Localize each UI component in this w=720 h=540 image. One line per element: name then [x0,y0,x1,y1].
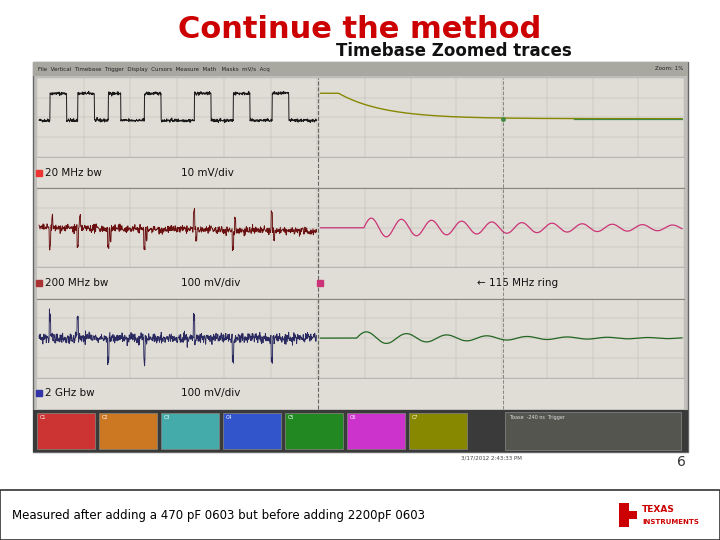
Bar [505,412,681,450]
Text: C5: C5 [288,415,294,420]
Text: C3: C3 [164,415,171,420]
Bar [0,490,720,540]
Bar [33,62,688,452]
Bar [285,413,343,449]
Text: 20 MHz bw: 20 MHz bw [45,167,102,178]
Text: 2 GHz bw: 2 GHz bw [45,388,94,399]
Bar [409,413,467,449]
Text: C7: C7 [412,415,418,420]
Text: 10 mV/div: 10 mV/div [181,167,234,178]
Text: Measured after adding a 470 pF 0603 but before adding 2200pF 0603: Measured after adding a 470 pF 0603 but … [12,509,425,522]
Bar [37,413,95,449]
Text: 100 mV/div: 100 mV/div [181,278,240,288]
Text: File  Vertical  Timebase  Trigger  Display  Cursors  Measure  Math   Masks  mV/s: File Vertical Timebase Trigger Display C… [38,66,270,71]
Text: 3/17/2012 2:43:33 PM: 3/17/2012 2:43:33 PM [461,455,522,460]
Text: ← 115 MHz ring: ← 115 MHz ring [477,278,558,288]
Text: C4: C4 [226,415,233,420]
Text: C6: C6 [350,415,356,420]
Text: C2: C2 [102,415,109,420]
Polygon shape [619,503,637,527]
Text: INSTRUMENTS: INSTRUMENTS [642,519,699,525]
Bar [37,78,684,409]
Text: 200 MHz bw: 200 MHz bw [45,278,109,288]
Bar [223,413,281,449]
Text: 6: 6 [677,455,686,469]
Bar [33,62,688,76]
Text: Zoom: 1%: Zoom: 1% [654,66,683,71]
Text: 100 mV/div: 100 mV/div [181,388,240,399]
Text: TEXAS: TEXAS [642,505,675,515]
Bar [347,413,405,449]
Text: Continue the method: Continue the method [179,15,541,44]
Bar [33,410,688,452]
Bar [99,413,157,449]
Text: Tbase  -240 ns  Trigger: Tbase -240 ns Trigger [508,415,564,420]
Text: C1: C1 [40,415,47,420]
Text: Timebase Zoomed traces: Timebase Zoomed traces [336,42,572,60]
Bar [161,413,219,449]
